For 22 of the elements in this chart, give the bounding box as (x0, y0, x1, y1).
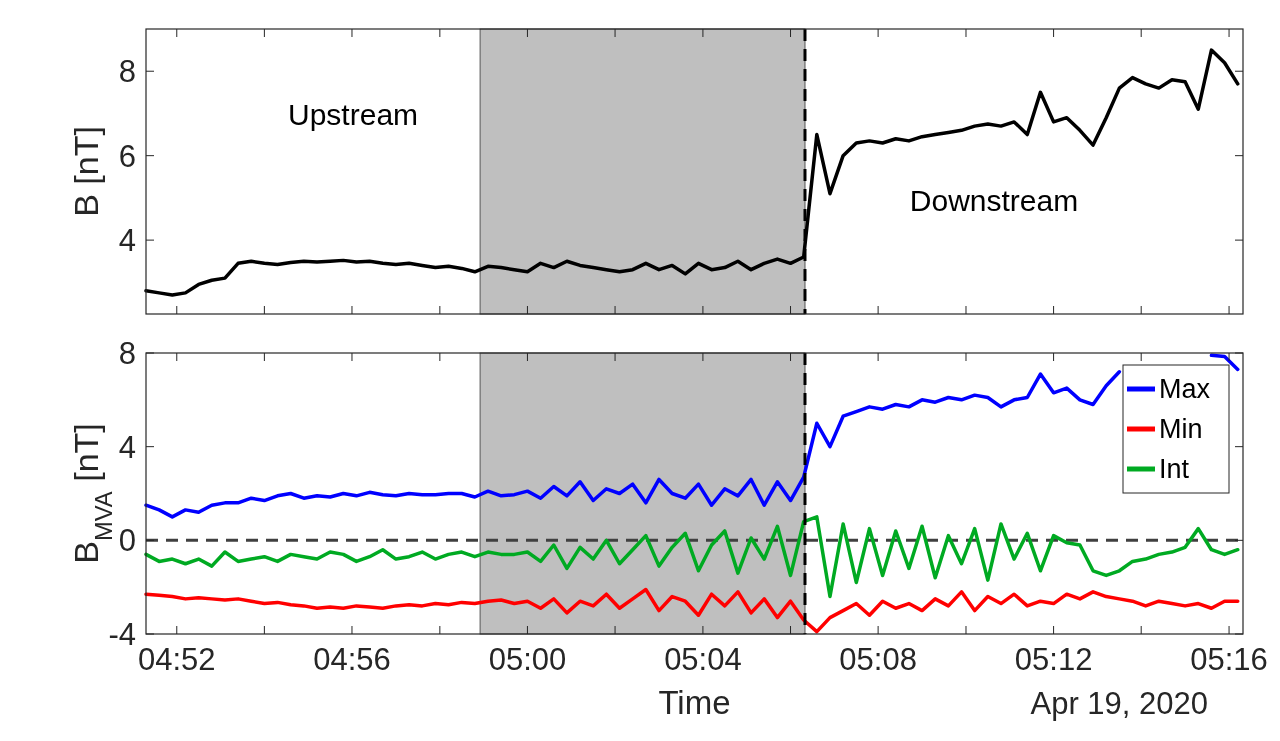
y-tick-label: 4 (118, 222, 136, 258)
x-tick-label: 04:52 (137, 642, 216, 677)
x-tick-label: 05:16 (1190, 642, 1268, 677)
y-tick-label: 8 (118, 335, 136, 371)
legend-label: Min (1159, 414, 1203, 445)
y-tick-label: 4 (118, 429, 136, 465)
y-tick-label: 0 (118, 523, 136, 559)
legend-label: Max (1159, 374, 1211, 405)
y-tick-label: 6 (118, 138, 136, 174)
x-tick-label: 05:08 (839, 642, 917, 677)
y-tick-label: -4 (108, 616, 136, 652)
x-tick-label: 05:00 (488, 642, 567, 677)
annotation: Downstream (909, 183, 1079, 217)
x-tick-label: 05:12 (1014, 642, 1093, 677)
x-tick-label: 04:56 (313, 642, 391, 677)
legend-label: Int (1159, 454, 1190, 485)
y-tick-label: 8 (118, 54, 136, 90)
x-tick-label: 05:04 (664, 642, 742, 677)
x-axis-title: Time (658, 684, 731, 721)
y-axis-title: B [nT] (67, 126, 105, 217)
annotation: Upstream (288, 98, 419, 131)
text: Apr 19, 2020 (1030, 686, 1208, 721)
